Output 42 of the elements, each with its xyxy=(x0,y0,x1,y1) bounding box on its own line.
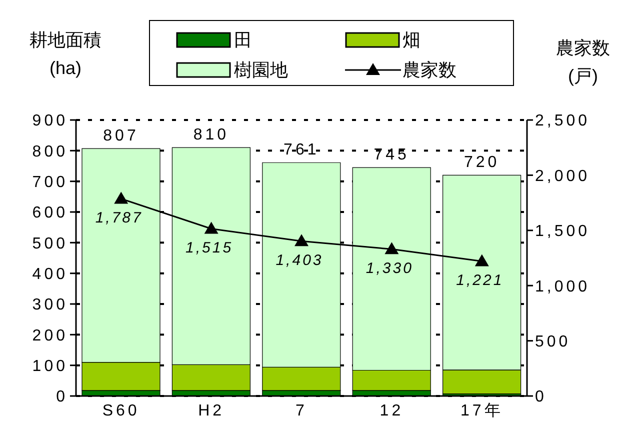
y2-tick-label: 1,500 xyxy=(535,223,590,240)
y-axis-title: 耕地面積 (ha) xyxy=(28,29,102,80)
data-label: 1,515 xyxy=(186,240,234,257)
data-label: 1,221 xyxy=(456,272,504,290)
y-tick-label: 400 xyxy=(32,266,68,284)
point xyxy=(384,242,399,254)
legend-label: 樹園地 xyxy=(234,58,288,82)
x-tick-label: 12 xyxy=(380,402,404,420)
y-tick-label: 200 xyxy=(32,327,68,344)
x-tick-label: 17年 xyxy=(460,402,504,420)
y2-tick-label: 500 xyxy=(535,333,571,350)
point xyxy=(294,234,308,246)
y-tick-label: 700 xyxy=(32,174,68,192)
y-tick-label: 100 xyxy=(32,358,68,376)
y2-tick-label: 1,000 xyxy=(535,278,590,296)
legend-label: 畑 xyxy=(402,28,420,52)
x-tick-label: H2 xyxy=(198,402,225,420)
legend-label: 田 xyxy=(234,28,252,52)
y-tick-label: 300 xyxy=(32,296,68,314)
total-label: 807 xyxy=(103,128,139,145)
y2-tick-label: 2,500 xyxy=(535,112,590,130)
y-tick-label: 600 xyxy=(32,204,68,222)
x-tick-label: 7 xyxy=(296,402,308,420)
total-label: 720 xyxy=(464,154,500,172)
y2-axis-title: 農家数 (戸) xyxy=(555,37,611,88)
y-tick-label: 500 xyxy=(32,235,68,252)
point xyxy=(114,192,128,204)
point xyxy=(204,222,218,234)
y-tick-label: 900 xyxy=(32,112,68,130)
legend-label: 農家数 xyxy=(402,58,456,82)
data-label: 1,330 xyxy=(366,260,414,278)
x-tick-label: S60 xyxy=(102,402,140,420)
total-label: 810 xyxy=(193,126,230,144)
point xyxy=(474,254,489,266)
y2-tick-label: 0 xyxy=(535,388,547,406)
total-label: 745 xyxy=(374,146,410,164)
data-label: 1,403 xyxy=(276,252,324,270)
y-tick-label: 800 xyxy=(32,143,68,160)
y2-tick-label: 2,000 xyxy=(535,168,590,185)
total-label: 761 xyxy=(284,142,320,159)
data-label: 1,787 xyxy=(95,210,143,227)
y-tick-label: 0 xyxy=(56,388,68,406)
